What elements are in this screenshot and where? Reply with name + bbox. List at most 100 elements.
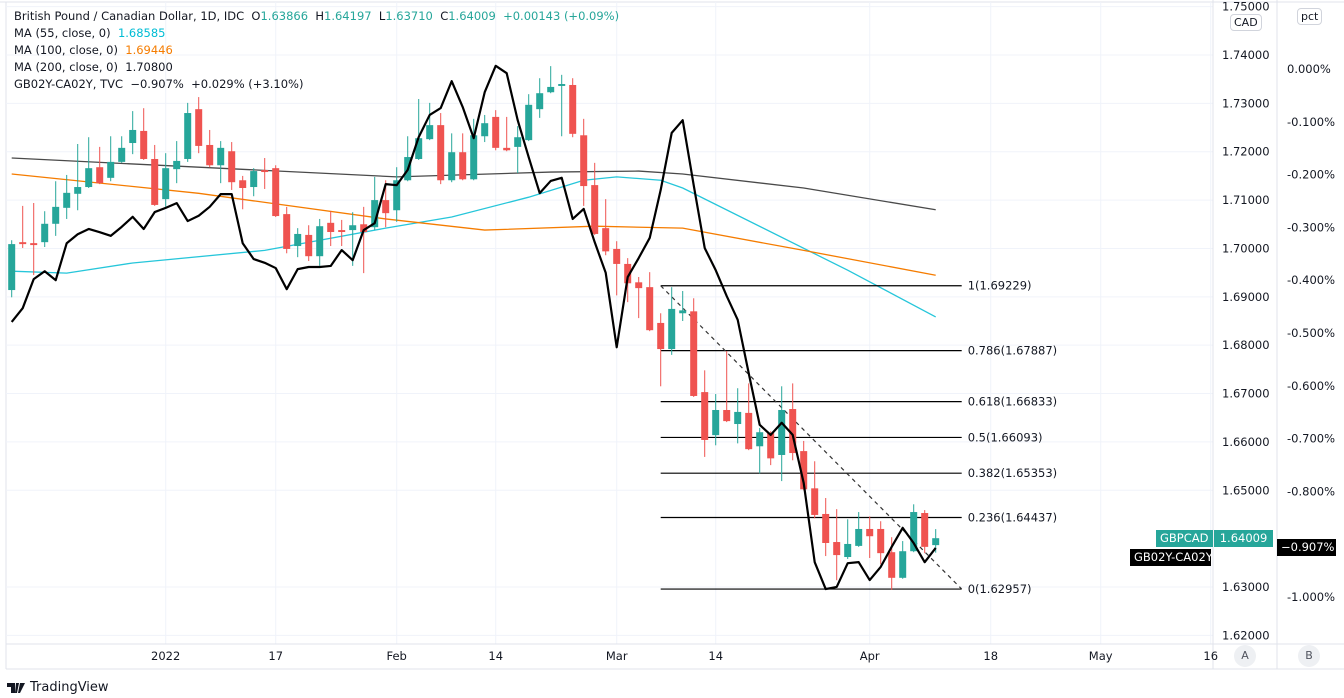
candle: [140, 108, 148, 160]
candle: [899, 541, 907, 579]
candle-body: [151, 158, 159, 205]
candle-body: [800, 451, 808, 490]
candle: [569, 78, 577, 138]
candle-body: [745, 412, 753, 450]
candle-body: [558, 84, 566, 86]
candle-body: [30, 243, 38, 246]
candle: [52, 181, 60, 236]
candle: [30, 202, 38, 276]
candle-body: [602, 228, 610, 252]
candle-body: [613, 248, 621, 264]
legend-spread[interactable]: GB02Y-CA02Y, TVC −0.907% +0.029% (+3.10%…: [14, 76, 619, 93]
candle-body: [899, 551, 907, 578]
candle-body: [734, 411, 742, 425]
candle: [184, 102, 192, 162]
candle-body: [360, 224, 368, 233]
candle-body: [184, 113, 192, 159]
candle-body: [503, 147, 511, 151]
candle: [778, 386, 786, 482]
price-tick-label: 1.67000: [1222, 387, 1270, 401]
candle: [63, 174, 71, 219]
candle: [525, 94, 533, 142]
candle-body: [811, 488, 819, 515]
candle: [349, 212, 357, 266]
candle-body: [855, 528, 863, 546]
candle-body: [96, 167, 104, 184]
candle-body: [393, 180, 401, 211]
symbol-badge: GBPCAD: [1156, 530, 1213, 547]
candle: [448, 133, 456, 183]
candle: [19, 205, 27, 248]
scale-b-button[interactable]: B: [1298, 645, 1320, 667]
time-tick-label: 2022: [151, 649, 180, 663]
candle: [283, 206, 291, 254]
candle-body: [140, 130, 148, 159]
candle: [844, 519, 852, 559]
time-tick-label: Mar: [606, 649, 628, 663]
candle-body: [74, 187, 82, 194]
candle-body: [756, 432, 764, 447]
time-tick-label: Feb: [387, 649, 407, 663]
time-axis[interactable]: 2022 17 Feb 14 Mar 14 Apr 18 May 16: [151, 649, 1218, 663]
candle: [85, 137, 93, 189]
time-tick-label: Apr: [860, 649, 880, 663]
pct-tick-label: -0.400%: [1287, 273, 1335, 287]
ma200-value: 1.70800: [125, 60, 173, 74]
candle: [261, 158, 269, 189]
scale-a-button[interactable]: A: [1234, 645, 1256, 667]
fibonacci-retracement[interactable]: 1(1.69229) 0.786(1.67887) 0.618(1.66833) 0.…: [660, 279, 1057, 596]
candle-body: [327, 222, 335, 233]
candle-body: [877, 528, 885, 554]
pct-axis[interactable]: 0.000% -0.100% -0.200% -0.300% -0.400% -0.500…: [1287, 62, 1335, 604]
fib-level-label: 0.5(1.66093): [968, 430, 1043, 444]
candle-body: [657, 322, 665, 350]
currency-button[interactable]: CAD: [1230, 14, 1262, 31]
candle-body: [822, 513, 830, 543]
candle: [107, 136, 115, 182]
candle-body: [448, 152, 456, 181]
ma55-label: MA (55, close, 0): [14, 26, 111, 40]
spread-symbol-badge: GB02Y-CA02Y: [1130, 549, 1213, 566]
legend-ma100[interactable]: MA (100, close, 0) 1.69446: [14, 42, 619, 59]
pct-tick-label: -0.700%: [1287, 432, 1335, 446]
candle: [822, 498, 830, 557]
candle: [426, 102, 434, 141]
pct-unit-button[interactable]: pct: [1297, 8, 1323, 25]
legend-ma200[interactable]: MA (200, close, 0) 1.70800: [14, 59, 619, 76]
ma55-value: 1.68585: [117, 26, 166, 40]
candle-body: [789, 409, 797, 454]
candle: [734, 388, 742, 444]
last-price-badge: 1.64009: [1214, 530, 1273, 547]
candle-body: [921, 513, 929, 547]
candle-body: [492, 116, 500, 148]
legend-symbol-row[interactable]: British Pound / Canadian Dollar, 1D, IDC…: [14, 8, 619, 25]
fib-level-label: 0.236(1.64437): [968, 511, 1057, 525]
open-value: 1.63866: [260, 9, 309, 23]
candle-body: [349, 225, 357, 231]
candle: [272, 165, 280, 218]
candle-body: [525, 104, 533, 141]
tradingview-logo[interactable]: TradingView: [7, 680, 109, 695]
candle: [415, 99, 423, 160]
candle: [492, 110, 500, 151]
candle-body: [305, 234, 313, 257]
candle: [712, 394, 720, 446]
candle: [866, 516, 874, 558]
candle: [151, 144, 159, 206]
spread-value: −0.907%: [130, 77, 184, 91]
legend-ma55[interactable]: MA (55, close, 0) 1.68585: [14, 25, 619, 42]
candle: [316, 218, 324, 266]
close-value: 1.64009: [448, 9, 496, 23]
price-axis[interactable]: 1.75000 1.74000 1.73000 1.72000 1.71000 1.700…: [1222, 0, 1270, 642]
fib-level-label: 0(1.62957): [968, 582, 1032, 596]
candle: [701, 370, 709, 457]
spread-series-line: [10, 64, 937, 591]
candle-body: [591, 185, 599, 234]
candle: [8, 240, 16, 298]
candle-body: [217, 147, 225, 166]
spread-change: +0.029% (+3.10%): [191, 77, 304, 91]
candle-body: [646, 287, 654, 331]
time-tick-label: 14: [488, 649, 503, 663]
candle: [536, 78, 544, 118]
